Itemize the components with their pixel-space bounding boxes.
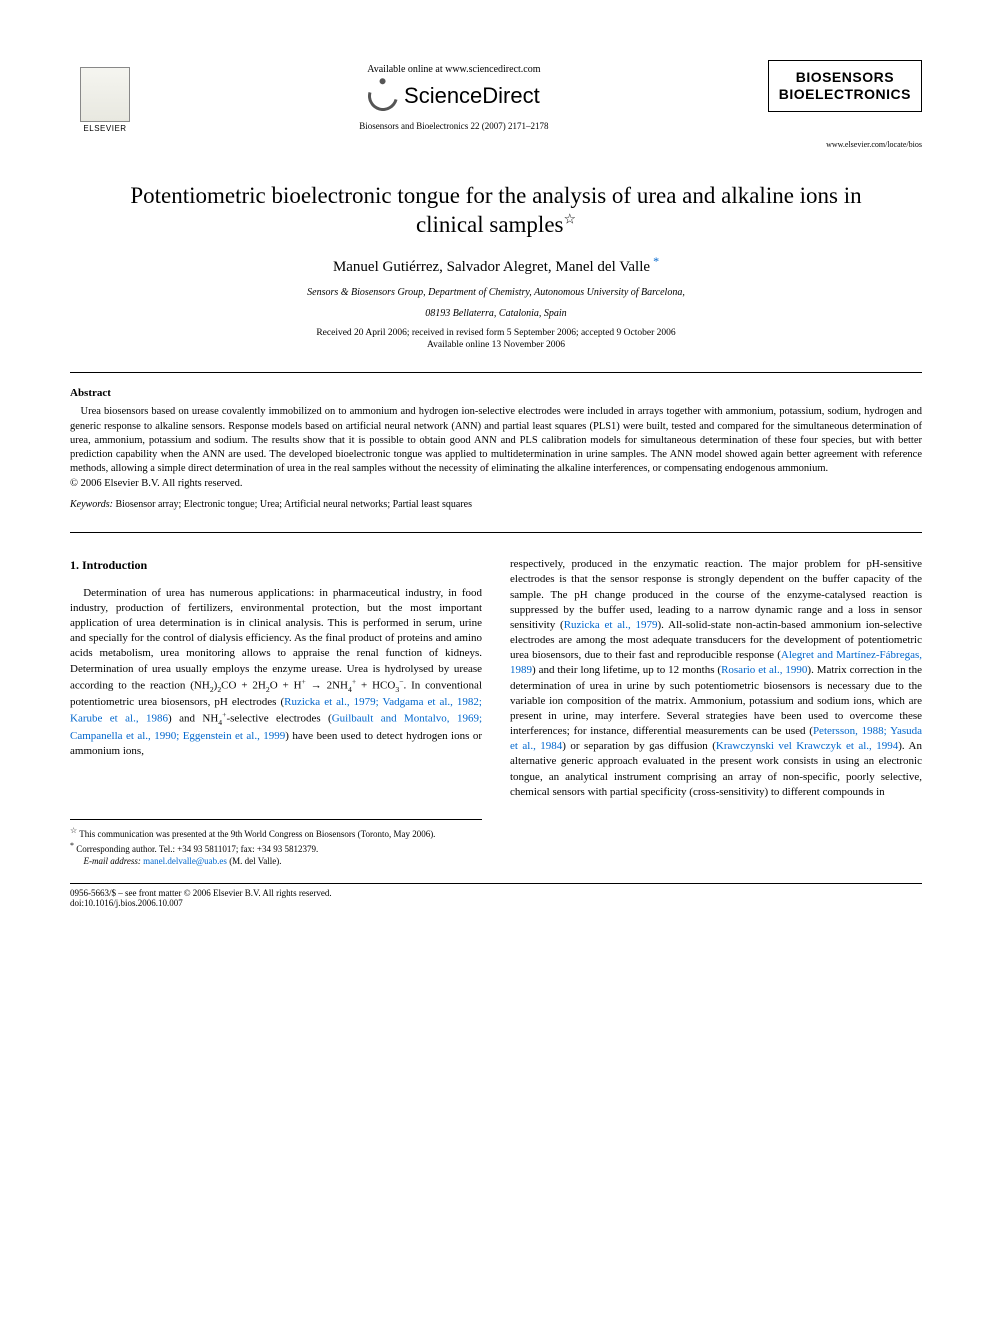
corresponding-author-star-icon: * xyxy=(650,254,659,268)
divider-bottom xyxy=(70,532,922,533)
citation-link[interactable]: Ruzicka et al., 1979 xyxy=(564,619,658,631)
title-footnote-star-icon: ☆ xyxy=(563,213,576,228)
journal-name-line1: BIOSENSORS xyxy=(779,69,911,86)
column-left: 1. Introduction Determination of urea ha… xyxy=(70,557,482,867)
online-date: Available online 13 November 2006 xyxy=(70,340,922,350)
citation-link[interactable]: Rosario et al., 1990 xyxy=(721,664,807,676)
affiliation-line1: Sensors & Biosensors Group, Department o… xyxy=(70,286,922,299)
footnote-email: E-mail address: manel.delvalle@uab.es (M… xyxy=(70,856,482,868)
body-columns: 1. Introduction Determination of urea ha… xyxy=(70,557,922,867)
keywords-line: Keywords: Biosensor array; Electronic to… xyxy=(70,499,922,510)
keywords-text: Biosensor array; Electronic tongue; Urea… xyxy=(113,499,472,510)
journal-box: BIOSENSORS BIOELECTRONICS xyxy=(768,60,922,112)
sciencedirect-logo: ScienceDirect xyxy=(140,81,768,111)
intro-paragraph-left: Determination of urea has numerous appli… xyxy=(70,586,482,759)
center-header: Available online at www.sciencedirect.co… xyxy=(140,60,768,131)
journal-block: BIOSENSORS BIOELECTRONICS www.elsevier.c… xyxy=(768,60,922,149)
footer-line2: doi:10.1016/j.bios.2006.10.007 xyxy=(70,898,922,908)
header-row: ELSEVIER Available online at www.science… xyxy=(70,60,922,149)
sciencedirect-swoosh-icon xyxy=(363,76,404,117)
section-1-heading: 1. Introduction xyxy=(70,557,482,574)
available-online-text: Available online at www.sciencedirect.co… xyxy=(140,64,768,75)
authors-text: Manuel Gutiérrez, Salvador Alegret, Mane… xyxy=(333,259,650,275)
article-title: Potentiometric bioelectronic tongue for … xyxy=(110,181,882,241)
page-container: ELSEVIER Available online at www.science… xyxy=(0,0,992,958)
elsevier-tree-icon xyxy=(80,67,130,122)
authors-line: Manuel Gutiérrez, Salvador Alegret, Mane… xyxy=(70,254,922,276)
keywords-label: Keywords: xyxy=(70,499,113,510)
footnote-2: * Corresponding author. Tel.: +34 93 581… xyxy=(70,841,482,856)
received-dates: Received 20 April 2006; received in revi… xyxy=(70,328,922,338)
footnote-1: ☆ This communication was presented at th… xyxy=(70,826,482,841)
elsevier-block: ELSEVIER xyxy=(70,60,140,140)
footer-line1: 0956-5663/$ – see front matter © 2006 El… xyxy=(70,888,922,898)
journal-url: www.elsevier.com/locate/bios xyxy=(768,140,922,149)
affiliation-line2: 08193 Bellaterra, Catalonia, Spain xyxy=(70,307,922,320)
abstract-text: Urea biosensors based on urease covalent… xyxy=(70,405,922,476)
journal-name-line2: BIOELECTRONICS xyxy=(779,86,911,103)
email-link[interactable]: manel.delvalle@uab.es xyxy=(143,856,227,866)
citation-link[interactable]: Krawczynski vel Krawczyk et al., 1994 xyxy=(716,740,898,752)
footnotes-block: ☆ This communication was presented at th… xyxy=(70,819,482,867)
footer-block: 0956-5663/$ – see front matter © 2006 El… xyxy=(70,883,922,908)
sciencedirect-text: ScienceDirect xyxy=(404,83,540,109)
column-right: respectively, produced in the enzymatic … xyxy=(510,557,922,867)
abstract-heading: Abstract xyxy=(70,387,922,399)
divider-top xyxy=(70,372,922,373)
elsevier-logo: ELSEVIER xyxy=(70,60,140,140)
intro-paragraph-right: respectively, produced in the enzymatic … xyxy=(510,557,922,800)
elsevier-label: ELSEVIER xyxy=(83,124,126,133)
abstract-copyright: © 2006 Elsevier B.V. All rights reserved… xyxy=(70,478,922,489)
citation-text: Biosensors and Bioelectronics 22 (2007) … xyxy=(140,121,768,131)
title-text: Potentiometric bioelectronic tongue for … xyxy=(130,183,861,238)
